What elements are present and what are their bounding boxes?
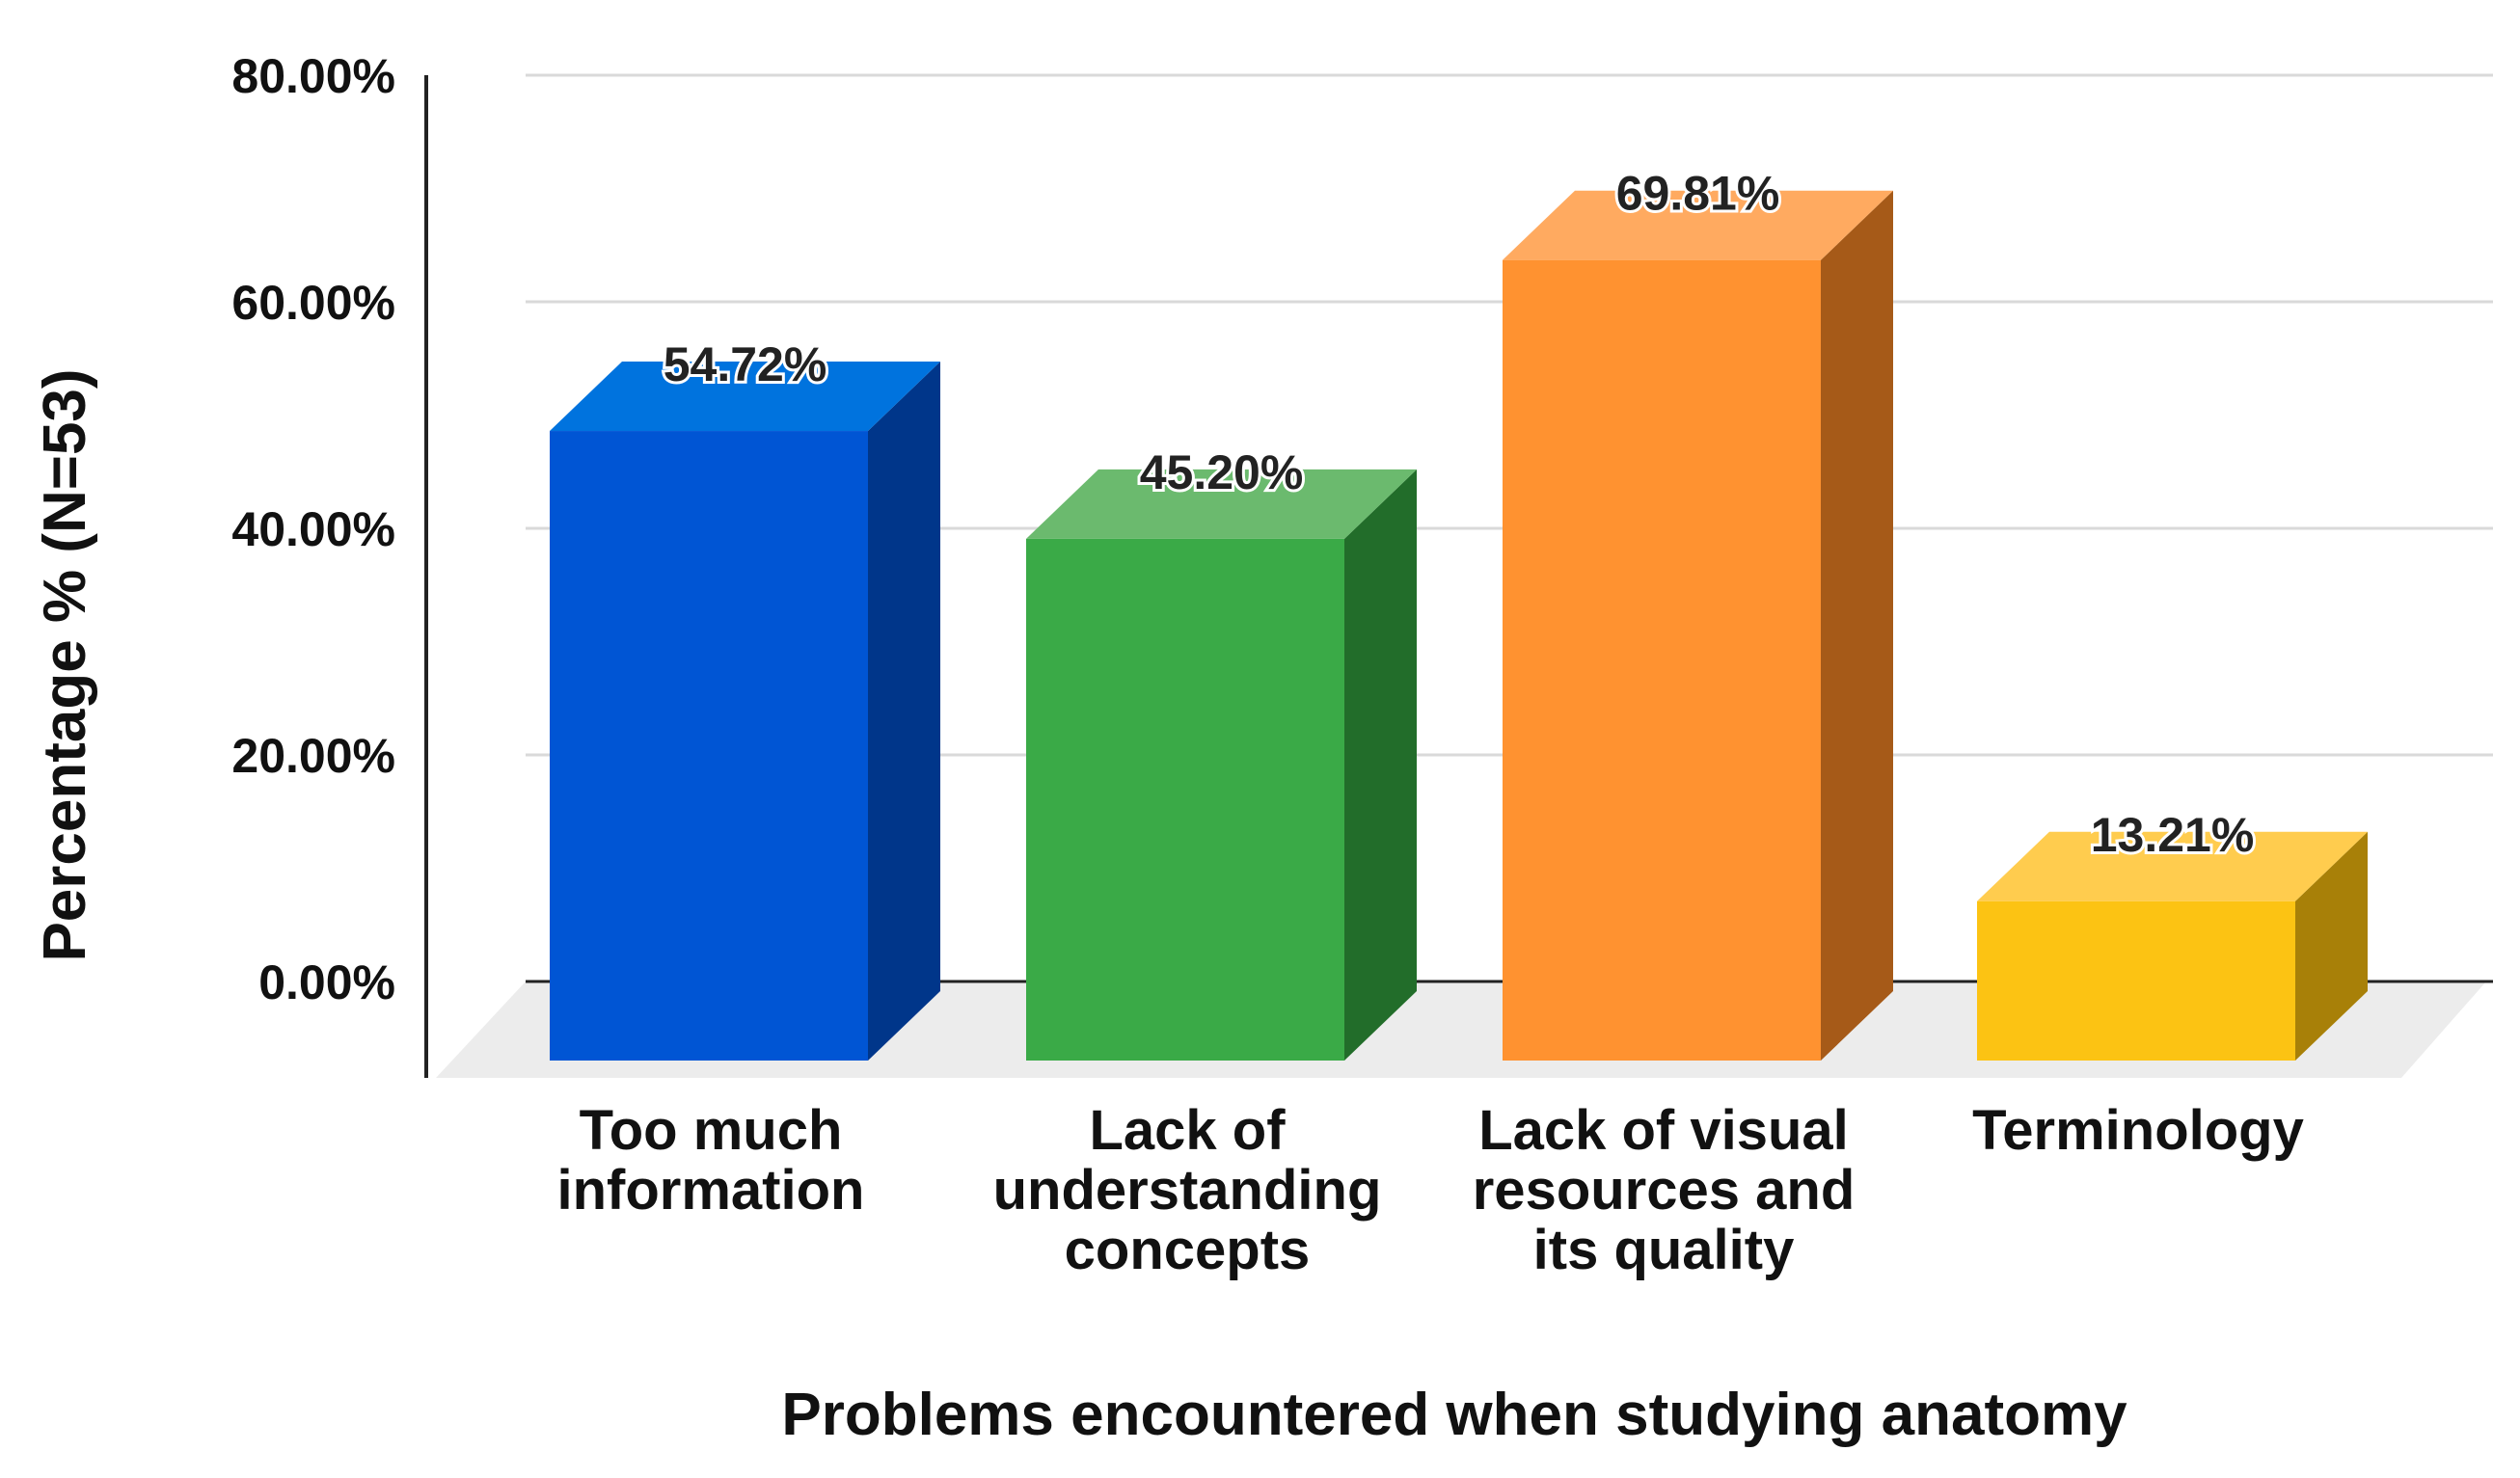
bar-front bbox=[1977, 900, 2295, 1061]
data-label: 69.81% bbox=[1616, 167, 1780, 221]
category-label: Terminology bbox=[1972, 1099, 2304, 1162]
data-labels: 54.72% 45.20% 69.81% 13.21% bbox=[661, 164, 2258, 865]
floor-plane bbox=[436, 981, 2486, 1078]
category-label: Lack of understanding concepts bbox=[993, 1099, 1382, 1281]
category-labels: Too much information Lack of understanding c… bbox=[557, 1099, 2304, 1281]
y-tick-label: 80.00% bbox=[231, 49, 395, 103]
bar-side bbox=[1821, 190, 1893, 1061]
data-label: 45.20% bbox=[1140, 445, 1304, 499]
y-tick-label: 0.00% bbox=[258, 955, 395, 1009]
bar-top bbox=[550, 362, 940, 432]
bar bbox=[550, 362, 940, 1061]
category-label: Lack of visual resources and its quality bbox=[1473, 1099, 1856, 1281]
y-tick-label: 60.00% bbox=[231, 276, 395, 330]
x-axis-title: Problems encountered when studying anato… bbox=[781, 1382, 2127, 1448]
bar bbox=[1026, 469, 1417, 1061]
bar-front bbox=[1026, 538, 1344, 1061]
y-axis-title: Percentage % (N=53) bbox=[32, 368, 98, 961]
bar bbox=[1503, 190, 1893, 1061]
bar-top bbox=[1977, 831, 2368, 901]
y-tick-label: 40.00% bbox=[231, 502, 395, 556]
y-tick-labels: 0.00% 20.00% 40.00% 60.00% 80.00% bbox=[231, 49, 395, 1009]
chart-floor bbox=[436, 981, 2486, 1078]
bar-front bbox=[550, 431, 868, 1061]
bars bbox=[550, 190, 2368, 1061]
bar-top bbox=[1026, 469, 1417, 539]
bar-top bbox=[1503, 190, 1893, 260]
y-tick-label: 20.00% bbox=[231, 729, 395, 783]
bar-side bbox=[1344, 469, 1417, 1061]
bar-side bbox=[2295, 831, 2368, 1061]
bar-front bbox=[1503, 259, 1821, 1061]
category-label: Too much information bbox=[557, 1099, 865, 1222]
bar bbox=[1977, 831, 2368, 1061]
data-label: 13.21% bbox=[2091, 808, 2255, 862]
data-label: 54.72% bbox=[664, 337, 827, 391]
bar-side bbox=[868, 362, 940, 1061]
